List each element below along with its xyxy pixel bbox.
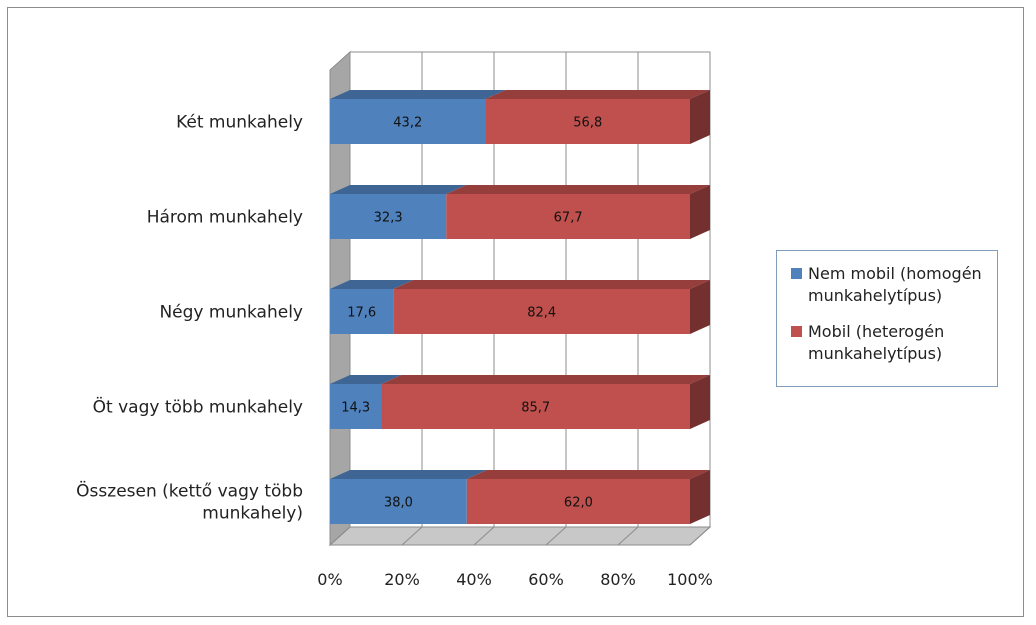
bar	[330, 289, 394, 334]
data-label: 14,3	[341, 401, 370, 416]
legend-label-mobil: Mobil (heterogén munkahelytípus)	[808, 322, 945, 363]
bar-segment: 32,3	[330, 185, 467, 239]
data-label: 38,0	[384, 496, 413, 511]
bar-top-face	[330, 470, 487, 479]
category-label: Két munkahely	[176, 113, 303, 133]
bar-top-face	[381, 375, 710, 384]
bar-segment: 38,0	[330, 470, 487, 524]
bar-segment: 56,8	[485, 90, 710, 144]
floor	[328, 526, 712, 546]
bar	[446, 194, 690, 239]
data-label: 32,3	[374, 211, 403, 226]
x-tick-label: 60%	[528, 570, 564, 589]
bar-segment: 17,6	[330, 280, 414, 334]
bar-top-face	[466, 470, 710, 479]
data-label: 43,2	[393, 116, 422, 131]
bar-side-face	[690, 470, 710, 524]
x-tick-label: 20%	[384, 570, 420, 589]
bar-top-face	[330, 90, 506, 99]
x-tick-label: 80%	[600, 570, 636, 589]
bar-segment: 67,7	[446, 185, 710, 239]
category-label: munkahely)	[202, 504, 303, 524]
legend-item-nem-mobil: Nem mobil (homogén munkahelytípus)	[791, 263, 987, 307]
legend: Nem mobil (homogén munkahelytípus) Mobil…	[776, 250, 998, 387]
category-label: Összesen (kettő vagy több	[76, 480, 303, 502]
bar	[330, 194, 447, 239]
category-label: Három munkahely	[147, 208, 303, 228]
x-tick-label: 0%	[317, 570, 342, 589]
legend-label-nem-mobil: Nem mobil (homogén munkahelytípus)	[808, 264, 982, 305]
bar-segment: 43,2	[330, 90, 506, 144]
bar	[466, 479, 690, 524]
data-label: 56,8	[573, 116, 602, 131]
data-label: 67,7	[554, 211, 583, 226]
x-tick-label: 100%	[667, 570, 713, 589]
bar	[330, 479, 467, 524]
bar-top-face	[330, 375, 402, 384]
bar-side-face	[690, 280, 710, 334]
bar	[330, 99, 486, 144]
bar	[381, 384, 690, 429]
bar-segment: 82,4	[393, 280, 710, 334]
gridline-floor	[329, 526, 351, 546]
legend-swatch-nem-mobil	[791, 268, 802, 279]
gridline-floor	[401, 526, 423, 546]
data-label: 85,7	[521, 401, 550, 416]
data-label: 17,6	[347, 306, 376, 321]
bar-segment: 62,0	[466, 470, 710, 524]
data-label: 82,4	[527, 306, 556, 321]
bar-side-face	[690, 375, 710, 429]
bar-top-face	[393, 280, 710, 289]
gridline-floor	[689, 526, 711, 546]
gridline-floor	[473, 526, 495, 546]
bar-side-face	[690, 90, 710, 144]
bar-top-face	[330, 280, 414, 289]
category-label: Öt vagy több munkahely	[93, 396, 303, 418]
bar-top-face	[446, 185, 710, 194]
x-tick-label: 40%	[456, 570, 492, 589]
legend-swatch-mobil	[791, 326, 802, 337]
bar-segment: 14,3	[330, 375, 402, 429]
category-label: Négy munkahely	[159, 303, 303, 323]
data-label: 62,0	[564, 496, 593, 511]
bar	[485, 99, 690, 144]
bar-segment: 85,7	[381, 375, 710, 429]
gridline-floor	[617, 526, 639, 546]
bar	[330, 384, 382, 429]
bar	[393, 289, 690, 334]
bar-side-face	[690, 185, 710, 239]
bar-top-face	[485, 90, 710, 99]
legend-item-mobil: Mobil (heterogén munkahelytípus)	[791, 321, 987, 365]
bar-top-face	[330, 185, 467, 194]
gridline-floor	[545, 526, 567, 546]
